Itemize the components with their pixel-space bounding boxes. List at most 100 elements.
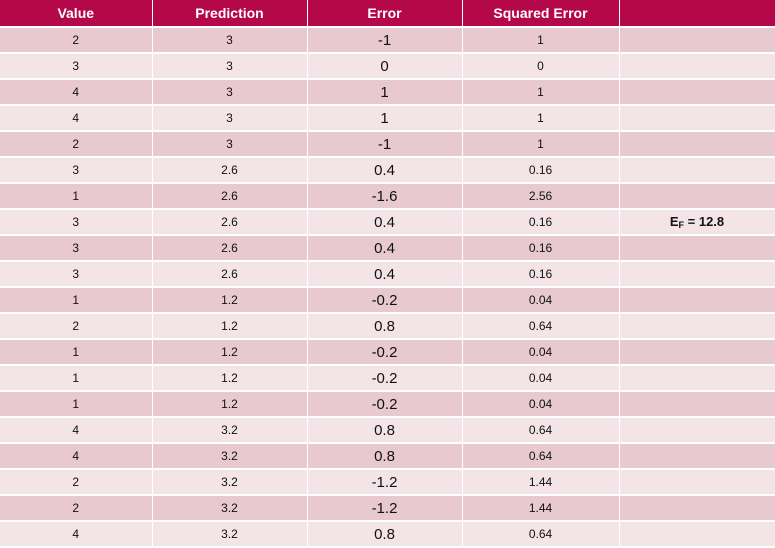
cell-note (619, 469, 775, 496)
cell-squared-error: 1.44 (462, 495, 620, 522)
cell-squared-error: 0.16 (462, 209, 620, 236)
table-row: 4 3.2 0.8 0.64 (0, 521, 775, 548)
cell-note (619, 235, 775, 262)
cell-squared-error: 0.64 (462, 521, 620, 548)
cell-prediction: 3 (152, 79, 308, 106)
table-row: 4 3.2 0.8 0.64 (0, 417, 775, 444)
cell-note (619, 495, 775, 522)
cell-value: 1 (0, 183, 153, 210)
cell-prediction: 3.2 (152, 443, 308, 470)
cell-value: 2 (0, 131, 153, 158)
cell-prediction: 3.2 (152, 495, 308, 522)
cell-error: 0.8 (307, 443, 463, 470)
cell-error: 1 (307, 79, 463, 106)
cell-prediction: 3.2 (152, 469, 308, 496)
cell-note (619, 183, 775, 210)
table-row: 2 3.2 -1.2 1.44 (0, 469, 775, 496)
error-total-annotation: EF = 12.8 (619, 209, 775, 236)
cell-note (619, 79, 775, 106)
cell-prediction: 2.6 (152, 209, 308, 236)
table-row: 2 3 -1 1 (0, 131, 775, 158)
cell-prediction: 3 (152, 27, 308, 54)
cell-note (619, 365, 775, 392)
cell-error: -1.6 (307, 183, 463, 210)
cell-squared-error: 0 (462, 53, 620, 80)
cell-error: 1 (307, 105, 463, 132)
header-squared-error: Squared Error (462, 0, 620, 28)
cell-prediction: 3 (152, 105, 308, 132)
cell-squared-error: 1 (462, 105, 620, 132)
cell-note (619, 313, 775, 340)
cell-value: 4 (0, 79, 153, 106)
cell-error: -1.2 (307, 469, 463, 496)
cell-prediction: 2.6 (152, 261, 308, 288)
cell-value: 3 (0, 235, 153, 262)
cell-value: 4 (0, 521, 153, 548)
cell-error: 0.4 (307, 235, 463, 262)
cell-value: 1 (0, 287, 153, 314)
cell-error: -0.2 (307, 287, 463, 314)
cell-squared-error: 0.64 (462, 313, 620, 340)
cell-value: 3 (0, 261, 153, 288)
cell-note (619, 261, 775, 288)
cell-note (619, 287, 775, 314)
table-row: 3 2.6 0.4 0.16 (0, 157, 775, 184)
cell-error: -1 (307, 27, 463, 54)
table-row: 3 2.6 0.4 0.16 EF = 12.8 (0, 209, 775, 236)
cell-squared-error: 1 (462, 27, 620, 54)
cell-prediction: 3.2 (152, 521, 308, 548)
cell-squared-error: 0.04 (462, 391, 620, 418)
cell-error: -0.2 (307, 365, 463, 392)
table-row: 3 2.6 0.4 0.16 (0, 235, 775, 262)
header-prediction: Prediction (152, 0, 308, 28)
table-row: 1 2.6 -1.6 2.56 (0, 183, 775, 210)
table-row: 4 3.2 0.8 0.64 (0, 443, 775, 470)
cell-value: 2 (0, 27, 153, 54)
table-row: 2 3 -1 1 (0, 27, 775, 54)
cell-error: 0.4 (307, 209, 463, 236)
cell-note (619, 521, 775, 548)
cell-prediction: 1.2 (152, 339, 308, 366)
cell-squared-error: 1.44 (462, 469, 620, 496)
cell-error: 0.8 (307, 417, 463, 444)
cell-prediction: 3 (152, 131, 308, 158)
annotation-symbol: E (669, 214, 679, 229)
cell-value: 4 (0, 443, 153, 470)
table-row: 1 1.2 -0.2 0.04 (0, 365, 775, 392)
table-row: 1 1.2 -0.2 0.04 (0, 391, 775, 418)
cell-note (619, 391, 775, 418)
cell-note (619, 417, 775, 444)
cell-value: 3 (0, 53, 153, 80)
cell-value: 4 (0, 105, 153, 132)
cell-squared-error: 2.56 (462, 183, 620, 210)
cell-error: -1 (307, 131, 463, 158)
table-row: 2 1.2 0.8 0.64 (0, 313, 775, 340)
cell-prediction: 3.2 (152, 417, 308, 444)
cell-note (619, 157, 775, 184)
cell-value: 2 (0, 495, 153, 522)
cell-squared-error: 0.04 (462, 339, 620, 366)
table-body: 2 3 -1 1 3 3 0 0 4 3 1 1 4 3 1 1 2 3 -1 1 3 2.6 0.4 0.16 1 2.6 -1.… (0, 27, 775, 548)
table-row: 2 3.2 -1.2 1.44 (0, 495, 775, 522)
cell-value: 3 (0, 157, 153, 184)
cell-value: 1 (0, 339, 153, 366)
cell-squared-error: 0.16 (462, 157, 620, 184)
cell-prediction: 1.2 (152, 391, 308, 418)
cell-value: 4 (0, 417, 153, 444)
cell-prediction: 1.2 (152, 365, 308, 392)
cell-note (619, 131, 775, 158)
cell-note (619, 105, 775, 132)
cell-error: -1.2 (307, 495, 463, 522)
cell-error: 0.8 (307, 521, 463, 548)
cell-value: 1 (0, 365, 153, 392)
header-value: Value (0, 0, 153, 28)
cell-prediction: 1.2 (152, 313, 308, 340)
cell-squared-error: 0.64 (462, 443, 620, 470)
cell-note (619, 53, 775, 80)
cell-error: 0.4 (307, 261, 463, 288)
cell-prediction: 2.6 (152, 183, 308, 210)
cell-prediction: 3 (152, 53, 308, 80)
